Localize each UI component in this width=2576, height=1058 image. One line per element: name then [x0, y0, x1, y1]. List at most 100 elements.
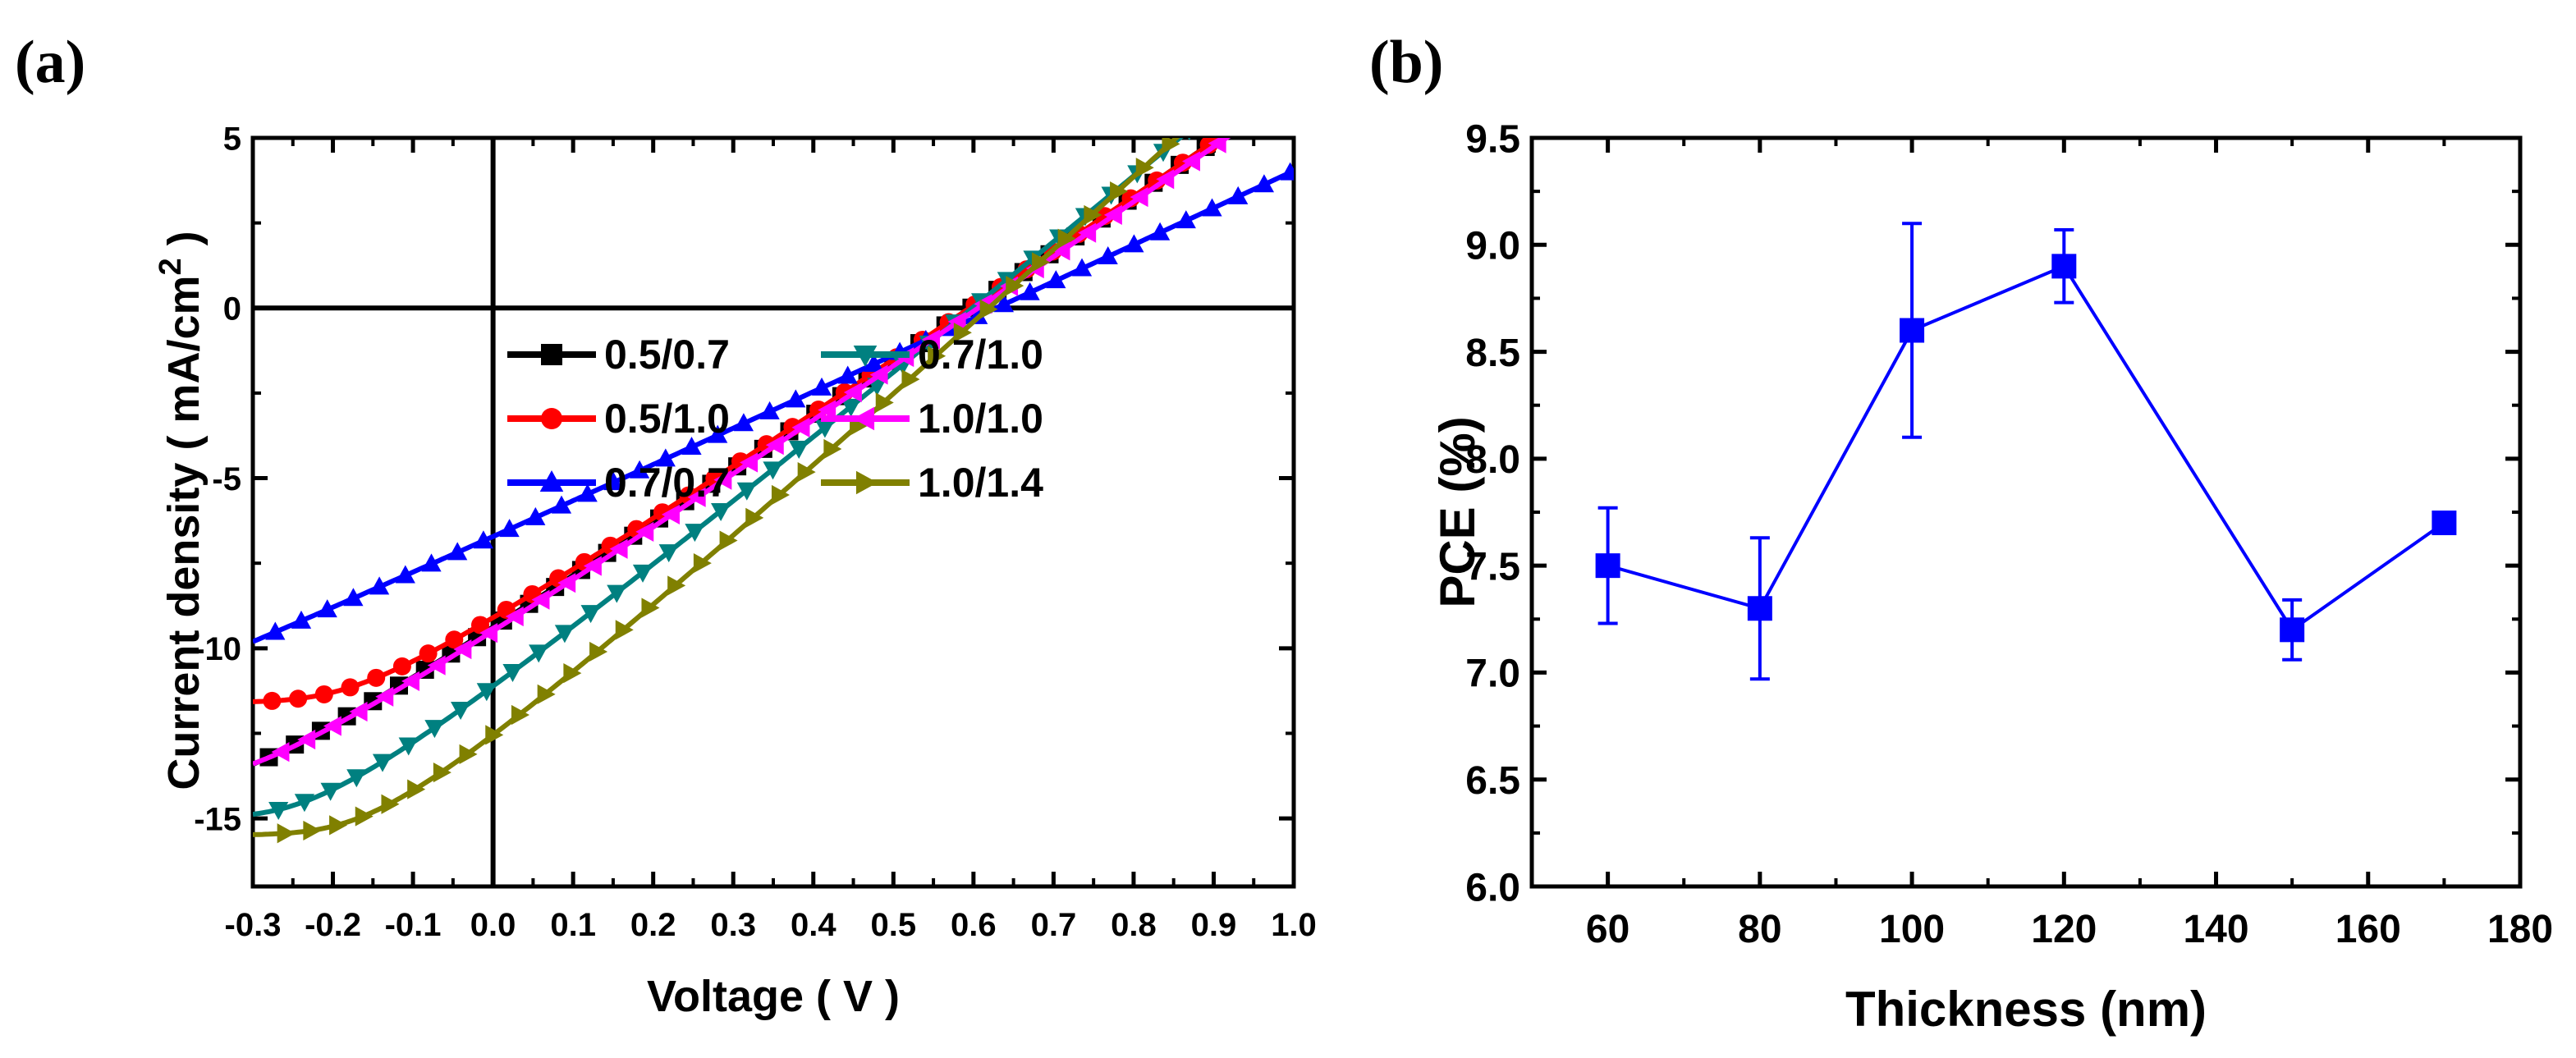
legend-label: 0.7/0.7 — [604, 460, 730, 506]
y-tick-label: -5 — [212, 461, 241, 497]
data-point — [864, 353, 884, 372]
data-point — [525, 506, 546, 525]
data-point — [346, 769, 367, 788]
data-point — [928, 346, 947, 366]
data-point — [499, 519, 520, 538]
data-point — [563, 663, 582, 684]
data-point — [265, 621, 286, 640]
data-point — [421, 553, 442, 572]
data-point — [875, 392, 894, 413]
y-tick-label: 8.0 — [1465, 438, 1520, 482]
data-point — [369, 576, 390, 595]
y-tick-label: 0 — [223, 291, 241, 327]
data-point — [589, 641, 608, 662]
x-tick-label: 180 — [2487, 908, 2553, 951]
data-point — [771, 484, 790, 506]
data-point — [554, 625, 575, 644]
data-point — [1234, 116, 1252, 135]
data-point — [289, 689, 308, 708]
data-point — [693, 552, 712, 574]
data-point — [314, 685, 333, 703]
legend-marker — [855, 470, 878, 495]
x-tick-label: 0.9 — [1191, 907, 1237, 943]
y-tick-label: 5 — [223, 121, 241, 157]
legend-label: 1.0/1.4 — [918, 460, 1043, 506]
data-point — [473, 530, 494, 549]
data-point — [814, 419, 836, 438]
data-point — [687, 487, 706, 507]
data-point — [1135, 158, 1154, 178]
data-point — [1057, 228, 1076, 249]
y-axis-title-main: Current density ( mA/cm — [159, 276, 209, 790]
data-point — [2280, 617, 2305, 643]
data-point — [1181, 151, 1200, 172]
data-point — [2051, 254, 2077, 279]
data-point — [317, 599, 337, 618]
x-tick-label: 160 — [2335, 908, 2401, 951]
data-point — [630, 460, 650, 479]
data-point — [791, 417, 810, 437]
data-point — [667, 575, 686, 596]
data-point — [502, 663, 523, 682]
data-point — [341, 678, 360, 697]
x-tick-label: -0.2 — [305, 907, 361, 943]
data-point — [979, 299, 998, 319]
legend-marker — [541, 408, 562, 429]
data-point — [407, 779, 426, 799]
data-point — [583, 556, 602, 576]
x-axis-title: Thickness (nm) — [1845, 982, 2207, 1037]
data-point — [1020, 282, 1040, 300]
data-point — [1176, 210, 1196, 229]
data-point — [1084, 204, 1102, 226]
x-tick-label: 0.5 — [871, 907, 917, 943]
data-point — [1226, 118, 1244, 136]
data-point — [1162, 138, 1180, 154]
y-tick-label: 9.5 — [1465, 117, 1520, 161]
data-point — [789, 440, 809, 459]
data-point — [1130, 186, 1148, 208]
y-axis-title-tail: ) — [159, 231, 209, 258]
series-line-1.0-1.4 — [253, 138, 1180, 837]
y-tick-label: -10 — [194, 631, 241, 667]
data-point — [367, 668, 386, 687]
data-point — [733, 413, 754, 432]
data-point — [811, 377, 832, 396]
data-point — [765, 435, 784, 456]
data-point — [505, 606, 524, 627]
x-tick-label: 0.2 — [630, 907, 676, 943]
data-point — [641, 598, 660, 618]
data-point — [263, 691, 282, 710]
data-point — [557, 573, 576, 593]
data-point — [433, 763, 451, 783]
data-point — [607, 584, 627, 603]
data-point — [398, 737, 419, 756]
data-point — [424, 720, 445, 739]
data-point — [529, 644, 549, 663]
panel-label-a: (a) — [15, 29, 85, 96]
data-point — [445, 630, 464, 649]
data-point — [297, 729, 316, 750]
data-point — [323, 716, 341, 736]
data-point — [427, 655, 446, 676]
data-point — [1110, 181, 1129, 202]
data-point — [1006, 275, 1024, 296]
data-point — [1595, 553, 1620, 579]
data-point — [921, 329, 940, 350]
data-point — [711, 502, 731, 521]
x-tick-label: 140 — [2183, 908, 2248, 951]
data-point — [580, 605, 601, 624]
x-tick-label: 0.1 — [550, 907, 596, 943]
data-point — [1078, 222, 1097, 243]
legend-marker — [539, 470, 564, 492]
data-point — [681, 437, 702, 456]
data-point — [818, 400, 837, 420]
data-point — [294, 794, 315, 813]
data-point — [901, 369, 920, 390]
data-point — [277, 823, 296, 844]
data-point — [551, 495, 572, 514]
data-point — [823, 438, 842, 460]
data-point — [372, 753, 393, 772]
data-point — [1124, 234, 1144, 253]
x-tick-label: 1.0 — [1271, 907, 1317, 943]
pce-line — [1607, 263, 2445, 633]
